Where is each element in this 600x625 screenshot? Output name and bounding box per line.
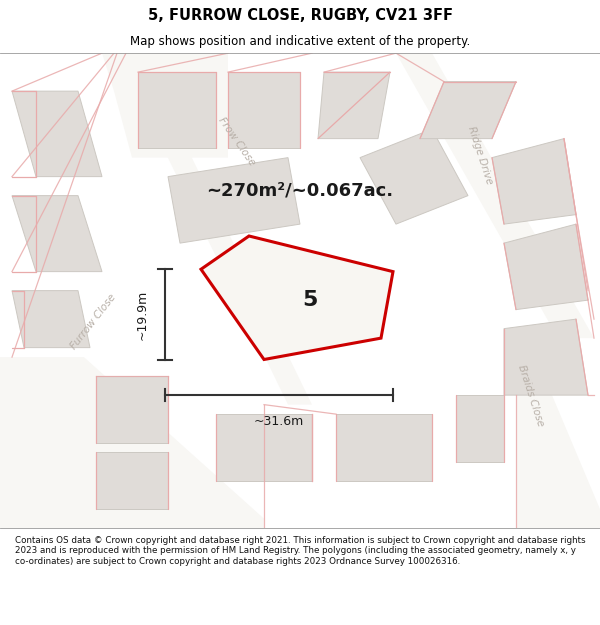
Polygon shape — [102, 53, 228, 158]
Polygon shape — [12, 291, 90, 348]
Polygon shape — [96, 376, 168, 442]
Text: Contains OS data © Crown copyright and database right 2021. This information is : Contains OS data © Crown copyright and d… — [15, 536, 586, 566]
Polygon shape — [336, 414, 432, 481]
Polygon shape — [456, 395, 504, 462]
Polygon shape — [201, 236, 393, 359]
Text: 5, FURROW CLOSE, RUGBY, CV21 3FF: 5, FURROW CLOSE, RUGBY, CV21 3FF — [148, 8, 452, 23]
Polygon shape — [492, 139, 576, 224]
Text: Braids Close: Braids Close — [517, 363, 545, 427]
Text: Frow Close: Frow Close — [217, 115, 257, 167]
Polygon shape — [0, 357, 264, 528]
Polygon shape — [117, 53, 312, 404]
Polygon shape — [96, 452, 168, 509]
Polygon shape — [504, 319, 588, 395]
Polygon shape — [228, 72, 300, 148]
Text: 5: 5 — [302, 289, 317, 309]
Polygon shape — [360, 129, 468, 224]
Text: Ridge Drive: Ridge Drive — [466, 125, 494, 186]
Polygon shape — [12, 91, 102, 177]
Polygon shape — [396, 53, 594, 338]
Polygon shape — [168, 158, 300, 243]
Text: Map shows position and indicative extent of the property.: Map shows position and indicative extent… — [130, 35, 470, 48]
Text: ~31.6m: ~31.6m — [254, 415, 304, 428]
Text: ~19.9m: ~19.9m — [136, 289, 149, 339]
Polygon shape — [318, 72, 390, 139]
Polygon shape — [504, 224, 588, 309]
Polygon shape — [516, 395, 600, 528]
Polygon shape — [12, 196, 102, 272]
Text: Furrow Close: Furrow Close — [68, 292, 118, 351]
Polygon shape — [420, 82, 516, 139]
Polygon shape — [138, 72, 216, 148]
Text: ~270m²/~0.067ac.: ~270m²/~0.067ac. — [206, 182, 394, 200]
Polygon shape — [216, 414, 312, 481]
